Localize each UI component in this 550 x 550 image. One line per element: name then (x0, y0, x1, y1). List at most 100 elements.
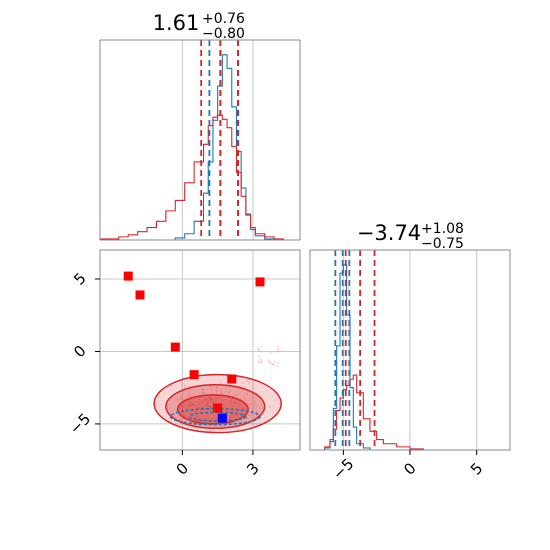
y-marginal-histogram-1 (310, 374, 510, 451)
joint-sample-point (258, 349, 261, 352)
joint-sample-point (209, 385, 212, 388)
joint-red-marker (213, 403, 223, 413)
joint-sample-point (201, 392, 204, 395)
joint-sample-point (227, 391, 229, 394)
joint-sample-point (180, 398, 183, 401)
joint-sample-point (277, 361, 280, 364)
joint-sample-point (236, 394, 239, 397)
y-marginal-title: −3.74 (357, 221, 421, 245)
joint-sample-point (188, 392, 191, 395)
joint-x-tick-label: 3 (243, 459, 262, 478)
x-marginal-title-sup: +0.76 (202, 11, 245, 27)
joint-sample-point (215, 389, 218, 392)
joint-sample-point (221, 425, 224, 428)
joint-sample-point (231, 413, 233, 416)
x-marginal-title-main: 1.61 (153, 11, 200, 35)
joint-sample-point (178, 418, 181, 421)
joint-sample-point (225, 386, 227, 388)
joint-red-marker (135, 290, 145, 300)
joint-sample-point (242, 407, 245, 410)
joint-sample-point (223, 425, 226, 427)
joint-blue-contour (169, 407, 261, 426)
joint-sample-point (206, 404, 208, 406)
joint-sample-point (216, 397, 219, 400)
joint-sample-point (219, 382, 222, 385)
joint-red-marker (255, 277, 265, 287)
joint-sample-point (260, 361, 263, 364)
y-marginal-panel: −3.74 +1.08 −0.75 −5 0 5 (309, 221, 511, 483)
joint-sample-point (210, 389, 213, 391)
joint-sample-point (270, 362, 273, 365)
y-marginal-title-sub: −0.75 (421, 236, 464, 252)
joint-sample-point (246, 393, 249, 396)
joint-sample-point (230, 401, 233, 404)
x-marginal-histogram-0 (100, 54, 300, 241)
joint-sample-point (203, 391, 206, 394)
joint-sample-point (200, 406, 203, 409)
joint-sample-point (207, 400, 210, 403)
joint-sample-point (189, 402, 192, 404)
joint-sample-point (255, 411, 258, 413)
joint-sample-point (246, 379, 249, 382)
joint-panel: 0 3 −5 0 5 (66, 249, 301, 479)
joint-sample-point (206, 405, 208, 408)
joint-sample-point (256, 348, 259, 350)
joint-sample-point (180, 405, 182, 408)
y-marginal-tick-label: −5 (329, 455, 357, 483)
x-marginal-frame (99, 39, 301, 241)
x-marginal-panel: 1.61 +0.76 −0.80 (99, 11, 301, 241)
joint-sample-point (260, 346, 263, 348)
joint-sample-point (233, 394, 236, 396)
joint-sample-point (257, 355, 260, 358)
joint-sample-point (192, 404, 195, 407)
x-marginal-title-sub: −0.80 (202, 26, 245, 42)
joint-red-marker (227, 374, 237, 384)
joint-sample-point (189, 395, 191, 398)
joint-red-marker (189, 370, 199, 380)
joint-sample-point (276, 345, 279, 348)
joint-sample-point (253, 401, 256, 404)
joint-sample-point (237, 404, 240, 407)
joint-sample-point (221, 392, 223, 395)
joint-sample-point (236, 415, 239, 417)
joint-sample-point (246, 417, 248, 419)
x-marginal-title: 1.61 (153, 11, 200, 35)
joint-sample-point (186, 394, 189, 397)
joint-sample-point (182, 404, 185, 407)
joint-sample-point (242, 398, 245, 401)
joint-sample-point (197, 403, 200, 406)
joint-sample-point (248, 403, 251, 406)
joint-sample-point (276, 365, 278, 367)
joint-sample-point (184, 384, 186, 387)
joint-sample-point (242, 381, 245, 384)
joint-sample-point (228, 391, 231, 393)
y-marginal-tick-label: 5 (467, 459, 486, 478)
joint-sample-point (276, 350, 278, 353)
x-marginal-histogram-1 (99, 114, 300, 241)
y-marginal-histogram-0 (310, 264, 510, 451)
joint-sample-point (201, 400, 204, 403)
joint-sample-point (231, 398, 233, 401)
joint-sample-point (201, 419, 203, 422)
joint-sample-point (211, 417, 213, 420)
joint-sample-point (222, 403, 225, 406)
joint-sample-point (177, 400, 179, 402)
joint-sample-point (198, 406, 201, 409)
joint-sample-point (257, 360, 260, 363)
joint-sample-point (260, 359, 263, 362)
joint-sample-point (201, 388, 204, 391)
joint-red-marker (123, 271, 133, 281)
joint-sample-point (212, 400, 215, 403)
joint-sample-point (269, 362, 271, 364)
y-marginal-title-sup: +1.08 (421, 221, 464, 237)
y-marginal-tick-label: 0 (400, 459, 419, 478)
joint-sample-point (203, 399, 206, 401)
joint-sample-point (215, 386, 218, 389)
joint-sample-point (233, 402, 235, 404)
joint-sample-point (182, 414, 185, 417)
joint-sample-point (195, 404, 197, 407)
joint-sample-point (192, 411, 194, 413)
joint-y-tick-label: −5 (66, 410, 94, 438)
joint-sample-point (274, 361, 276, 363)
